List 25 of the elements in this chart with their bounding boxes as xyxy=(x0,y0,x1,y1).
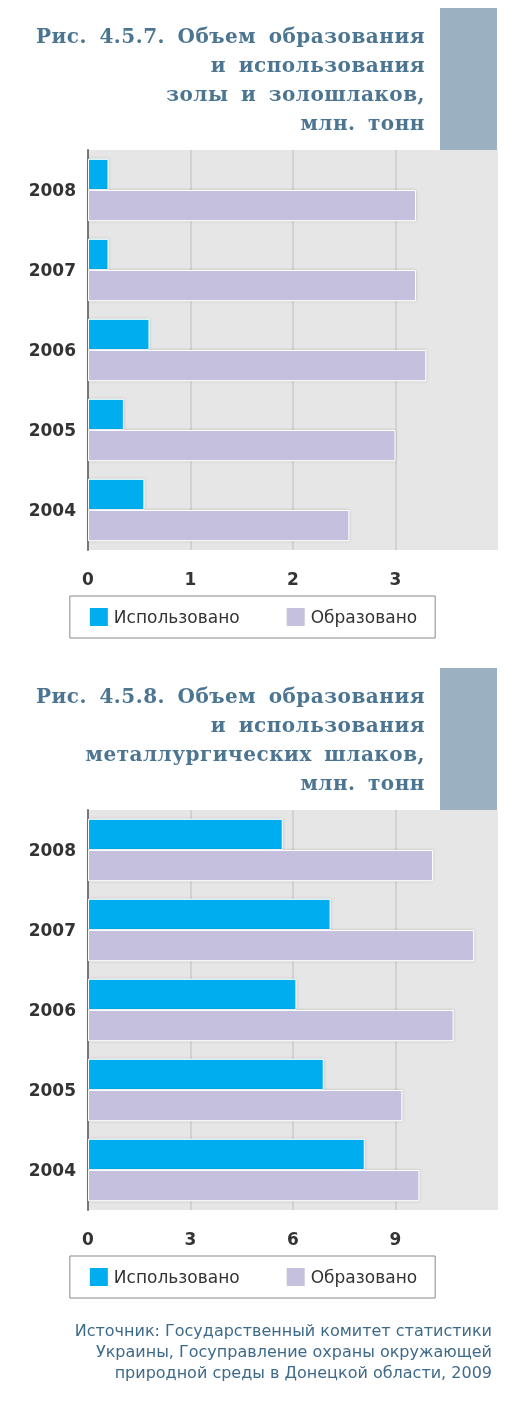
y-tick-label: 2006 xyxy=(28,1000,76,1020)
y-tick-label: 2007 xyxy=(28,920,76,940)
x-tick-label: 9 xyxy=(389,1228,402,1249)
x-tick-label: 0 xyxy=(82,1228,95,1249)
x-tick-label: 1 xyxy=(184,568,197,589)
y-tick-label: 2007 xyxy=(28,260,76,280)
x-tick-label: 3 xyxy=(389,568,402,589)
y-tick-label: 2004 xyxy=(28,500,77,520)
x-tick-label: 3 xyxy=(184,1228,197,1249)
x-tick-label: 6 xyxy=(287,1228,299,1249)
legend-label: Использовано xyxy=(113,607,240,627)
text: Источник: Государственный комитет статистики Украины, Госуправление охраны окружающей природной среды в Донецкой области, 2009 xyxy=(73,1320,492,1383)
chart-title: Рис. 4.5.7. Объем образования и использования золы и золошлаков, млн. тонн xyxy=(34,23,425,137)
chart-title: Рис. 4.5.8. Объем образования и использования металлургических шлаков, млн. тонн xyxy=(34,683,425,797)
legend-label: Образовано xyxy=(310,607,418,627)
x-tick-label: 2 xyxy=(287,568,299,589)
y-tick-label: 2006 xyxy=(28,340,76,360)
legend-label: Образовано xyxy=(310,1267,418,1287)
y-tick-label: 2005 xyxy=(28,1080,76,1100)
y-tick-label: 2008 xyxy=(28,840,76,860)
y-tick-label: 2005 xyxy=(28,420,76,440)
y-tick-label: 2008 xyxy=(28,180,76,200)
x-tick-label: 0 xyxy=(82,568,95,589)
legend-label: Использовано xyxy=(113,1267,240,1287)
y-tick-label: 2004 xyxy=(28,1160,77,1180)
